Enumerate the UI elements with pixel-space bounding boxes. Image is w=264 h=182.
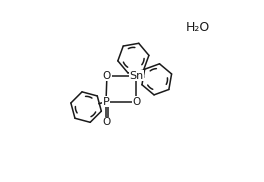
Text: O: O bbox=[103, 71, 111, 81]
Text: H₂O: H₂O bbox=[185, 21, 210, 34]
Text: P: P bbox=[103, 97, 109, 107]
Text: O: O bbox=[102, 117, 110, 127]
Text: O: O bbox=[132, 97, 141, 107]
Text: Sn: Sn bbox=[129, 71, 144, 81]
